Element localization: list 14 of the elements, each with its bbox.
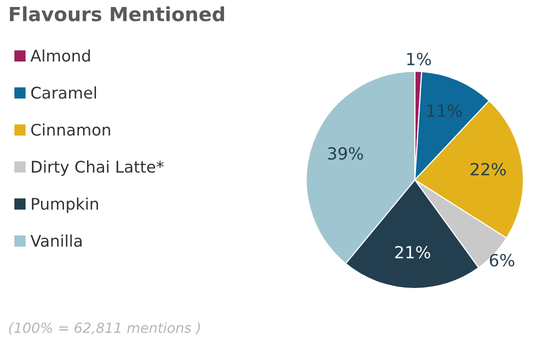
data-label: 11% <box>427 104 462 117</box>
legend-label: Cinnamon <box>31 123 110 136</box>
legend-label: Almond <box>30 49 90 62</box>
data-label: 39% <box>328 147 363 160</box>
data-label: 22% <box>470 162 506 176</box>
data-label: 21% <box>395 246 430 259</box>
legend-label: Pumpkin <box>32 197 98 213</box>
text: (100% = 62,811 mentions ) <box>9 322 200 335</box>
chart-title: Flavours Mentioned <box>10 6 224 22</box>
legend-label: Vanilla <box>30 234 82 247</box>
legend-label: Caramel <box>31 86 96 99</box>
data-label: 1% <box>407 52 431 66</box>
legend-label: Dirty Chai Latte* <box>32 160 164 176</box>
data-label: 6% <box>490 254 514 267</box>
